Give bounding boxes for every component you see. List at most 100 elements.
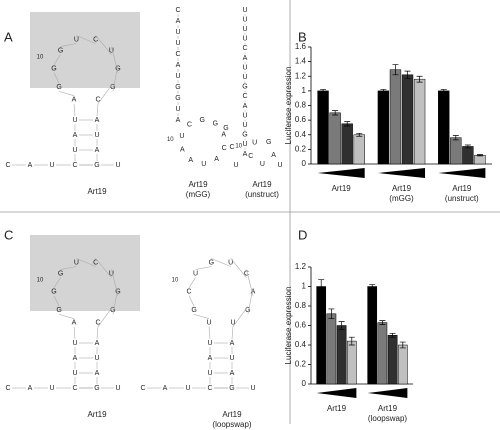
nucleotide: U: [193, 270, 198, 277]
nucleotide: U: [277, 162, 282, 169]
nucleotide: U: [175, 40, 180, 47]
panel-label: D: [298, 227, 307, 242]
backbone: [97, 306, 114, 327]
bar: [377, 90, 390, 165]
nucleotide: A: [176, 18, 181, 25]
nucleotide: G: [51, 289, 56, 296]
nucleotide: U: [201, 161, 206, 168]
y-tick-label: 1.6: [295, 42, 307, 51]
nucleotide: G: [245, 307, 250, 314]
nucleotide: U: [115, 162, 120, 169]
nucleotide: C: [242, 93, 247, 100]
nucleotide: U: [207, 340, 212, 347]
structure-caption: Art19: [87, 187, 107, 196]
error-bar: [476, 154, 483, 157]
nucleotide: G: [115, 289, 120, 296]
nucleotide: G: [213, 121, 218, 128]
structure-caption: Art19 (unstruct): [245, 180, 279, 199]
backbone: [53, 295, 60, 307]
nucleotide: C: [244, 270, 249, 277]
backbone: [59, 314, 75, 319]
nucleotide: C: [72, 385, 77, 392]
position-label: 10: [172, 277, 179, 283]
error-bar: [328, 308, 335, 320]
backbone: [96, 326, 99, 340]
nucleotide: U: [179, 133, 184, 140]
nucleotide: U: [175, 29, 180, 36]
nucleotide: G: [200, 117, 205, 124]
nucleotide: U: [260, 161, 265, 168]
error-bar: [392, 64, 399, 76]
nucleotide: G: [175, 84, 180, 91]
nucleotide: U: [74, 36, 79, 43]
y-tick-label: 0: [302, 379, 307, 388]
nucleotide: C: [187, 122, 192, 129]
nucleotide: U: [72, 370, 77, 377]
nucleotide: U: [115, 385, 120, 392]
nucleotide: G: [94, 385, 99, 392]
nucleotide: U: [230, 320, 235, 327]
dose-wedge: [316, 388, 357, 398]
error-bar: [452, 135, 459, 141]
x-tick-label: Art19: [326, 404, 347, 413]
y-tick-label: 0.8: [295, 101, 307, 110]
dose-wedge: [438, 168, 486, 178]
nucleotide: U: [242, 7, 247, 14]
nucleotide: C: [5, 385, 10, 392]
nucleotide: A: [72, 97, 77, 104]
backbone: [76, 258, 96, 267]
backbone: [230, 258, 247, 278]
nucleotide: A: [95, 370, 100, 377]
error-bar: [344, 121, 351, 127]
bar: [316, 286, 327, 385]
backbone: [73, 103, 76, 117]
bar: [450, 137, 462, 165]
nucleotide: A: [208, 355, 213, 362]
nucleotide: U: [72, 117, 77, 124]
nucleotide: U: [49, 162, 54, 169]
backbone: [95, 258, 112, 278]
x-tick-label: Art19 (mGG): [389, 184, 414, 203]
bar: [377, 322, 388, 385]
nucleotide: C: [95, 320, 100, 327]
position-label: 10: [235, 144, 242, 150]
nucleotide: G: [56, 307, 61, 314]
bar: [336, 325, 347, 385]
nucleotide: G: [209, 259, 214, 266]
nucleotide: C: [248, 153, 253, 160]
nucleotide: A: [243, 55, 248, 62]
nucleotide: C: [229, 144, 234, 151]
error-bar: [440, 89, 447, 93]
error-bar: [416, 75, 423, 83]
nucleotide: G: [110, 307, 115, 314]
nucleotide: U: [109, 270, 114, 277]
bar: [317, 90, 329, 165]
backbone: [194, 314, 210, 319]
x-tick-label: Art19 (unstruct): [444, 184, 479, 203]
x-tick-label: Art19 (loopswap): [367, 404, 408, 423]
error-bar: [348, 336, 355, 346]
y-tick-label: 0.6: [295, 115, 307, 124]
nucleotide: C: [5, 162, 10, 169]
backbone: [97, 83, 114, 104]
nucleotide: A: [95, 117, 100, 124]
nucleotide: A: [221, 131, 226, 138]
nucleotide: A: [243, 151, 248, 158]
nucleotide: C: [175, 51, 180, 58]
nucleotide: A: [72, 320, 77, 327]
nucleotide: U: [175, 106, 180, 113]
bar: [326, 313, 337, 385]
nucleotide: A: [180, 146, 185, 153]
nucleotide: A: [243, 103, 248, 110]
dose-wedge: [377, 168, 426, 178]
bar: [387, 335, 398, 385]
backbone: [246, 269, 254, 296]
backbone: [76, 35, 96, 44]
nucleotide: U: [242, 36, 247, 43]
nucleotide: U: [72, 340, 77, 347]
nucleotide: A: [176, 62, 181, 69]
nucleotide: U: [242, 26, 247, 33]
bar: [367, 286, 378, 385]
y-tick-label: 1.2: [295, 71, 307, 80]
backbone: [59, 91, 75, 96]
